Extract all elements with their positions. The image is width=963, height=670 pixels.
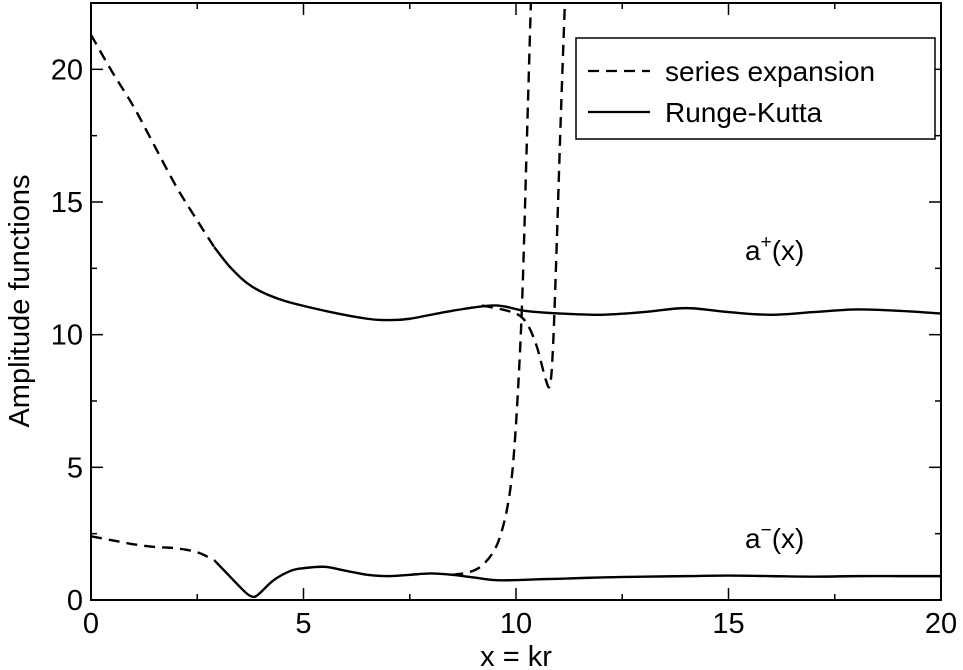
x-tick-label: 5 xyxy=(295,608,311,640)
series-expansion-line-5 xyxy=(452,3,533,576)
y-tick-label: 15 xyxy=(51,187,83,219)
legend-label-series-expansion: series expansion xyxy=(665,56,875,87)
runge-kutta-line-1 xyxy=(213,246,941,322)
legend-label-runge-kutta: Runge-Kutta xyxy=(665,97,823,128)
legend-box xyxy=(575,37,936,140)
y-axis-label: Amplitude functions xyxy=(4,174,36,427)
annotation-a-minus: a−(x) xyxy=(745,520,804,554)
x-tick-label: 0 xyxy=(83,608,99,640)
series-expansion-line-0 xyxy=(91,34,216,248)
runge-kutta-line-4 xyxy=(213,559,941,599)
x-axis-label: x = kr xyxy=(480,641,552,670)
series-expansion-line-2 xyxy=(481,3,567,389)
legend: series expansion Runge-Kutta xyxy=(575,37,936,140)
annotation-a-plus: a+(x) xyxy=(745,232,804,266)
y-tick-label: 0 xyxy=(67,585,83,617)
x-tick-label: 10 xyxy=(500,608,532,640)
series-expansion-line-3 xyxy=(91,535,215,562)
x-tick-label: 15 xyxy=(712,608,744,640)
tick-labels: 0 5 10 15 20 0 5 10 15 20 xyxy=(51,54,957,640)
plot-frame xyxy=(90,2,942,601)
y-tick-label: 10 xyxy=(51,320,83,352)
y-tick-label: 5 xyxy=(67,452,83,484)
series-layer xyxy=(91,3,941,599)
y-tick-label: 20 xyxy=(51,54,83,86)
x-tick-label: 20 xyxy=(925,608,957,640)
